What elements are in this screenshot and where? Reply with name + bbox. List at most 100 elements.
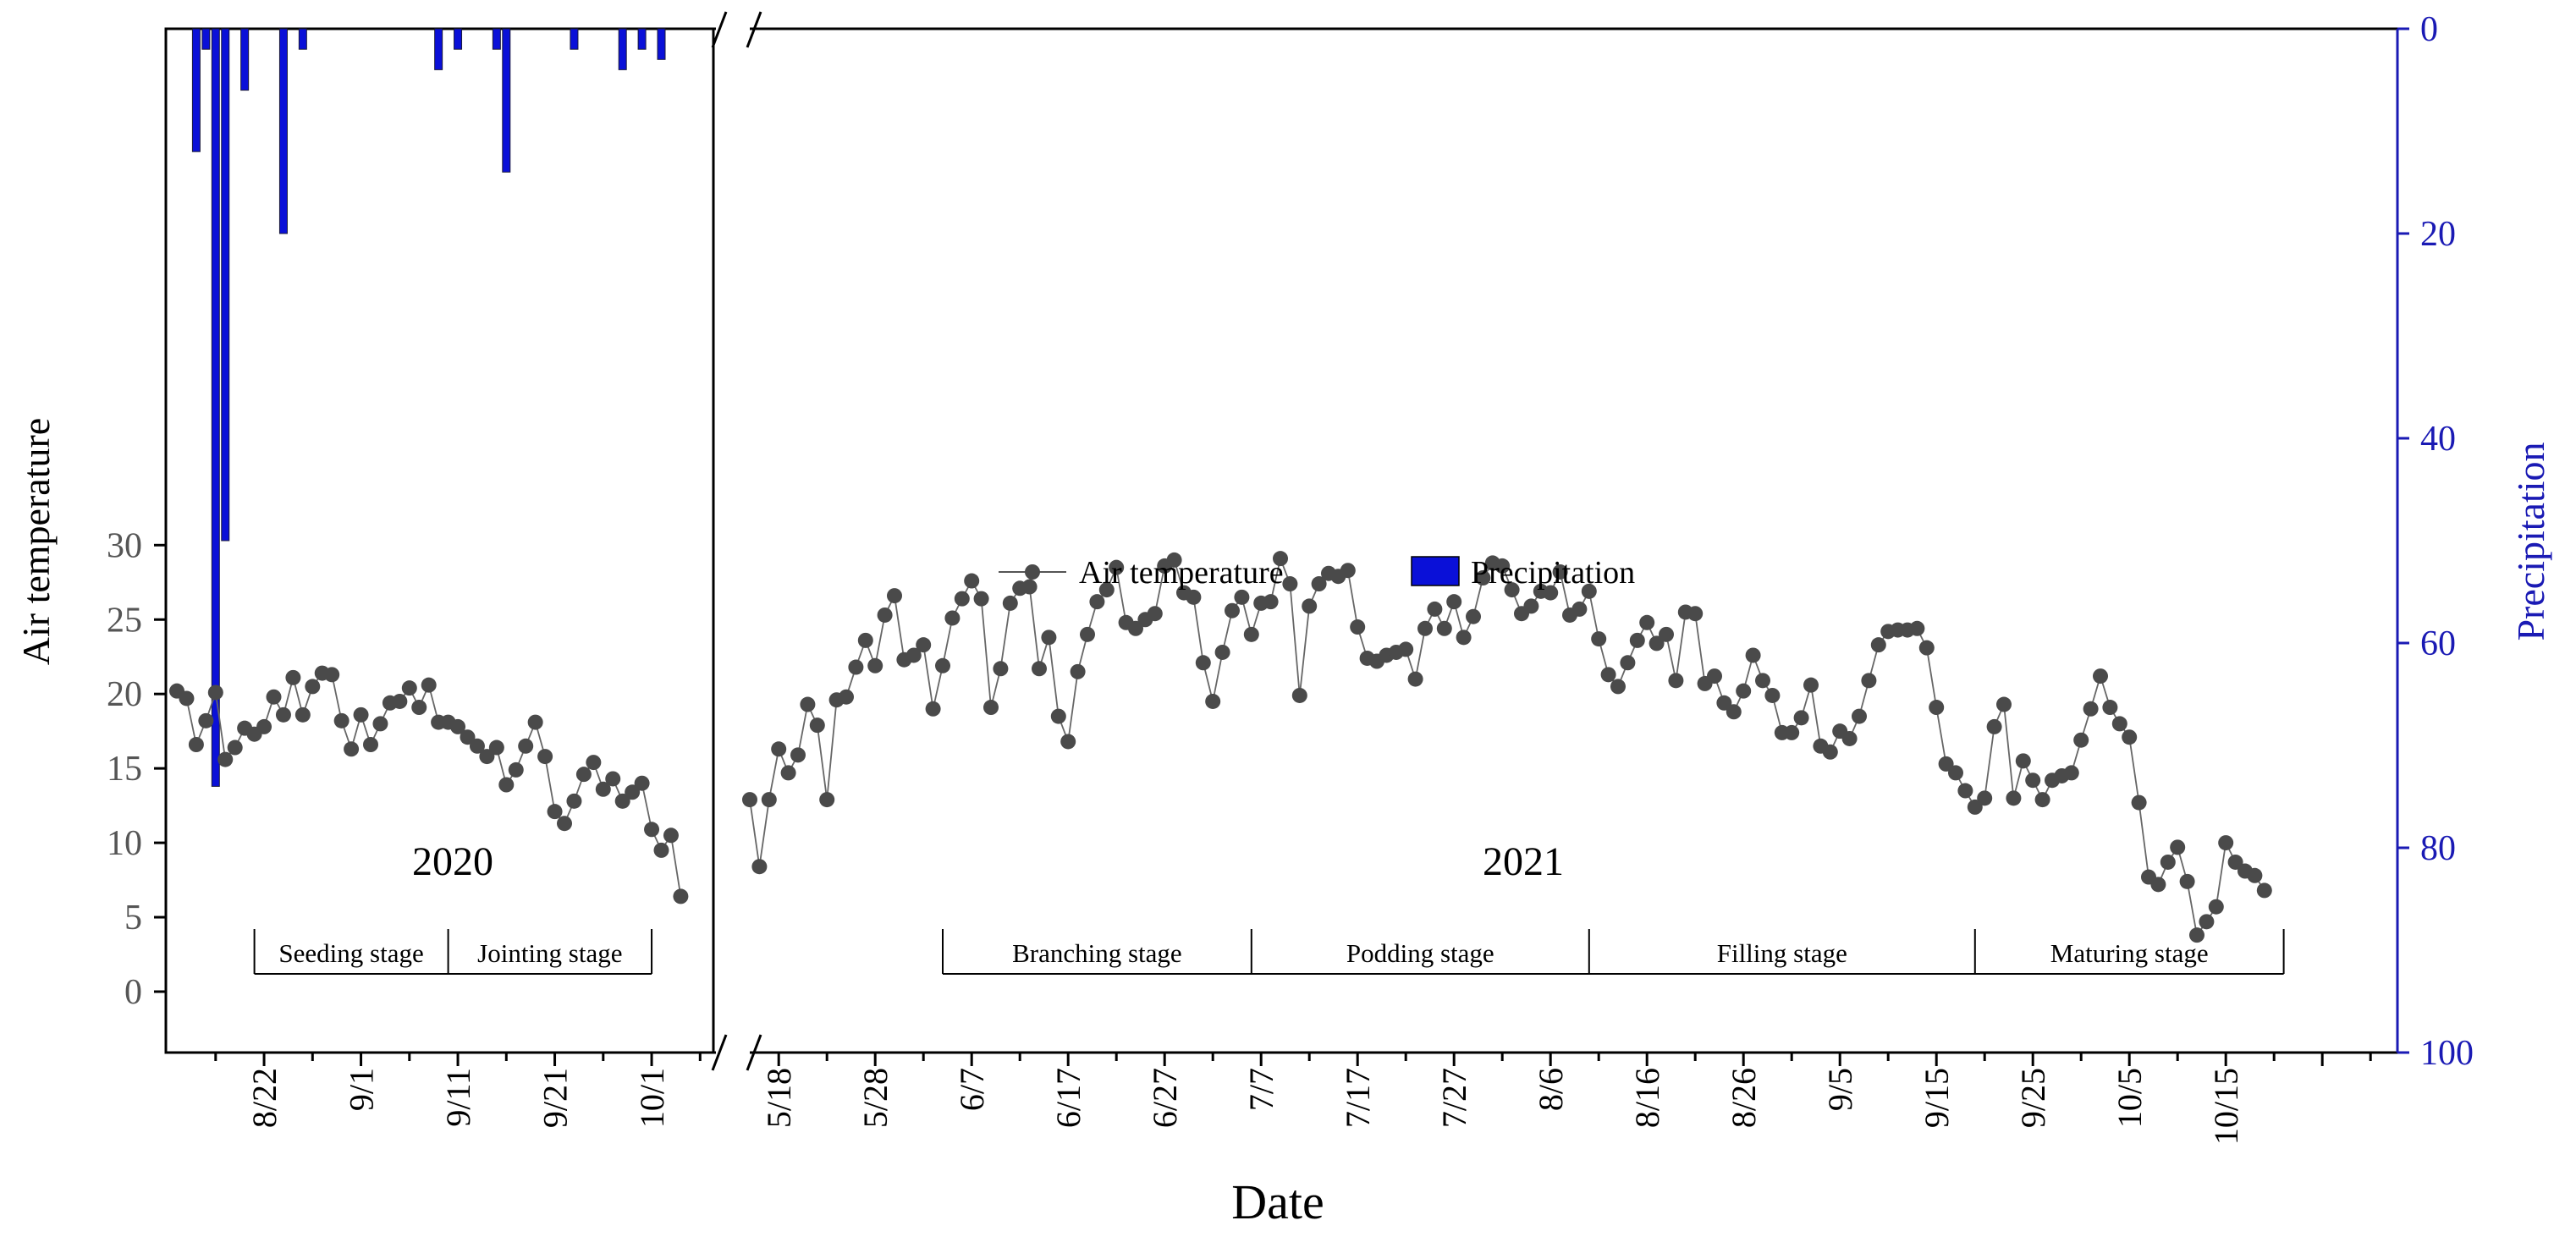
temperature-point bbox=[1552, 564, 1568, 580]
temperature-point bbox=[1591, 631, 1607, 647]
temperature-point bbox=[663, 827, 679, 844]
temperature-point bbox=[2111, 716, 2127, 732]
precipitation-bar bbox=[298, 28, 307, 50]
left-y-axis: 0 5 10 15 20 25 30 bbox=[107, 526, 166, 1012]
temperature-point bbox=[198, 712, 214, 728]
temperature-point bbox=[2034, 792, 2050, 808]
precipitation-bar bbox=[637, 28, 647, 50]
temperature-point bbox=[1436, 620, 1452, 636]
temperature-line-2021 bbox=[749, 556, 2265, 937]
temperature-point bbox=[256, 718, 272, 734]
x-tick-label: 7/7 bbox=[1242, 1068, 1280, 1111]
temperature-point bbox=[973, 591, 989, 607]
temperature-point bbox=[1302, 598, 1318, 614]
temperature-point bbox=[1050, 708, 1066, 724]
precipitation-bar bbox=[492, 28, 501, 50]
temperature-point bbox=[372, 716, 388, 732]
x-tick-label: 10/15 bbox=[2207, 1068, 2245, 1145]
temperature-point bbox=[1225, 602, 1240, 619]
left-tick-label: 15 bbox=[107, 750, 142, 789]
temperature-point bbox=[2102, 700, 2118, 716]
temperature-point bbox=[2218, 835, 2234, 851]
temperature-point bbox=[905, 647, 922, 663]
temperature-point bbox=[266, 689, 282, 705]
temperature-point bbox=[1166, 552, 1182, 568]
precipitation-bar bbox=[240, 28, 250, 91]
temperature-point bbox=[614, 793, 630, 809]
legend: Air temperature Precipitation bbox=[999, 555, 1635, 591]
temperature-point bbox=[1852, 708, 1867, 724]
temperature-point bbox=[1967, 799, 1983, 815]
temperature-point bbox=[1098, 582, 1115, 598]
temperature-point bbox=[547, 804, 563, 820]
temperature-point bbox=[1755, 673, 1770, 689]
temperature-point bbox=[935, 657, 950, 673]
temperature-point bbox=[363, 737, 378, 753]
temperature-point bbox=[925, 701, 941, 717]
temperature-point bbox=[353, 706, 369, 723]
x-tick-label: 9/5 bbox=[1821, 1068, 1859, 1111]
temperature-point bbox=[518, 738, 534, 754]
temperature-point bbox=[1523, 598, 1539, 614]
temperature-point bbox=[324, 667, 340, 683]
x-tick-label: 6/7 bbox=[953, 1068, 991, 1111]
precipitation-bar bbox=[211, 28, 220, 787]
temperature-point bbox=[819, 792, 835, 808]
temperature-point bbox=[401, 680, 417, 696]
temperature-point bbox=[537, 749, 553, 765]
plot-frame bbox=[164, 27, 2399, 1054]
precipitation-bars bbox=[191, 28, 666, 787]
temperature-point bbox=[2131, 794, 2147, 811]
temperature-point bbox=[1263, 594, 1279, 610]
stage-label: Maturing stage bbox=[2050, 938, 2209, 968]
temperature-point bbox=[411, 700, 427, 716]
x-tick-label: 8/6 bbox=[1532, 1068, 1570, 1111]
temperature-point bbox=[1214, 644, 1230, 660]
temperature-point bbox=[1291, 687, 1307, 703]
temperature-point bbox=[780, 765, 796, 781]
temperature-point bbox=[1243, 626, 1259, 642]
temperature-point bbox=[1784, 724, 1800, 740]
temperature-point bbox=[1610, 679, 1626, 695]
temperature-point bbox=[1822, 744, 1838, 760]
temperature-point bbox=[2189, 927, 2204, 943]
temperature-point bbox=[2179, 873, 2195, 889]
temperature-point bbox=[285, 669, 301, 685]
temperature-point bbox=[857, 632, 873, 648]
temperature-point bbox=[479, 749, 495, 765]
temperature-point bbox=[1021, 579, 1038, 595]
temperature-point bbox=[944, 610, 960, 626]
left-tick-label: 30 bbox=[107, 526, 142, 565]
temperature-point bbox=[1841, 730, 1858, 746]
temperature-point bbox=[488, 739, 504, 756]
x-tick-label: 8/16 bbox=[1628, 1068, 1666, 1128]
temperature-point bbox=[1639, 614, 1655, 630]
right-tick-label: 100 bbox=[2420, 1034, 2474, 1073]
temperature-point bbox=[761, 792, 777, 808]
left-tick-label: 0 bbox=[124, 973, 142, 1012]
temperature-point bbox=[1340, 563, 1356, 579]
temperature-point bbox=[2247, 867, 2263, 883]
temperature-point bbox=[1282, 576, 1298, 592]
temperature-point bbox=[625, 784, 641, 800]
temperature-point bbox=[1417, 620, 1433, 636]
temperature-point bbox=[1032, 661, 1047, 677]
temperature-point bbox=[2093, 668, 2108, 684]
temperature-point bbox=[1543, 585, 1559, 601]
temperature-point bbox=[188, 737, 204, 753]
precipitation-bar bbox=[657, 28, 666, 60]
temperature-point bbox=[800, 696, 816, 712]
temperature-point bbox=[2256, 882, 2272, 899]
temperature-point bbox=[839, 689, 854, 705]
temperature-point bbox=[2150, 877, 2166, 893]
legend-temperature-label: Air temperature bbox=[1079, 555, 1284, 591]
y-axis-left-title: Air temperature bbox=[14, 418, 58, 665]
temperature-point bbox=[498, 777, 515, 793]
temperature-point bbox=[179, 690, 195, 706]
temperature-point bbox=[227, 739, 243, 756]
x-tick-label: 6/27 bbox=[1146, 1068, 1184, 1128]
temperature-point bbox=[217, 751, 234, 767]
right-tick-label: 80 bbox=[2420, 829, 2456, 868]
temperature-point bbox=[1803, 677, 1819, 693]
